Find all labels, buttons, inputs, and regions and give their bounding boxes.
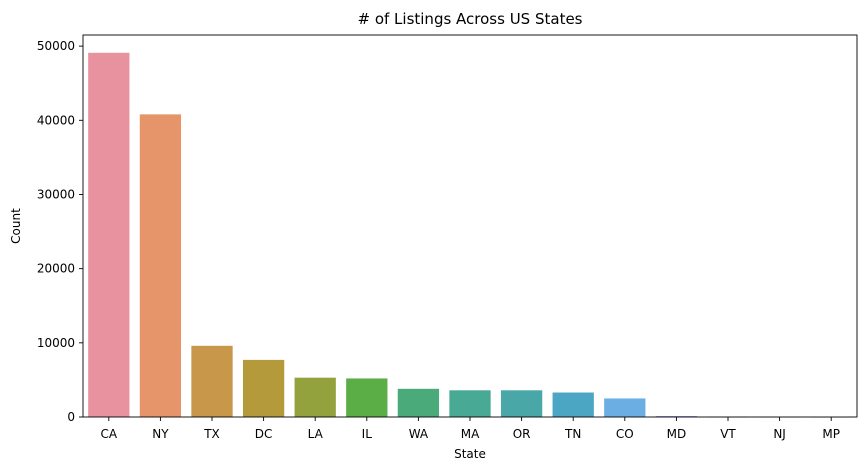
y-tick-label: 10000 (37, 336, 75, 350)
x-tick-label: NY (152, 427, 169, 441)
bar-co (604, 398, 646, 417)
x-tick-label: WA (409, 427, 429, 441)
bar-la (294, 377, 336, 417)
bar-wa (397, 388, 440, 417)
x-tick-label: VT (720, 427, 736, 441)
y-tick-label: 40000 (37, 113, 75, 127)
bar-ca (88, 52, 130, 417)
x-tick-label: MD (667, 427, 687, 441)
y-tick-label: 30000 (37, 187, 75, 201)
y-tick-label: 20000 (37, 262, 75, 276)
x-tick-label: TN (564, 427, 581, 441)
y-axis-ticks: 0 10000 20000 30000 40000 50000 (37, 39, 83, 424)
y-axis-label: Count (9, 208, 23, 244)
bar-ny (139, 114, 182, 417)
x-tick-label: DC (255, 427, 273, 441)
bar-il (346, 378, 388, 417)
x-tick-label: NJ (773, 427, 786, 441)
bars-group (88, 52, 852, 418)
x-tick-label: CO (616, 427, 634, 441)
x-tick-label: OR (513, 427, 531, 441)
plot-frame (82, 34, 858, 418)
x-axis-ticks: CA NY TX DC LA IL WA MA OR TN CO MD VT NJ MP (101, 417, 840, 441)
bar-tx (191, 345, 233, 417)
bar-ma (449, 390, 491, 417)
x-axis-label: State (454, 447, 486, 461)
bar-dc (242, 359, 285, 417)
bar-tn (552, 392, 594, 417)
x-tick-label: TX (203, 427, 220, 441)
x-tick-label: MA (461, 427, 480, 441)
x-tick-label: CA (101, 427, 118, 441)
y-tick-label: 50000 (37, 39, 75, 53)
x-tick-label: MP (822, 427, 840, 441)
y-tick-label: 0 (67, 410, 75, 424)
bar-or (500, 390, 543, 417)
x-tick-label: LA (308, 427, 324, 441)
x-tick-label: IL (362, 427, 373, 441)
chart-title: # of Listings Across US States (357, 10, 582, 28)
